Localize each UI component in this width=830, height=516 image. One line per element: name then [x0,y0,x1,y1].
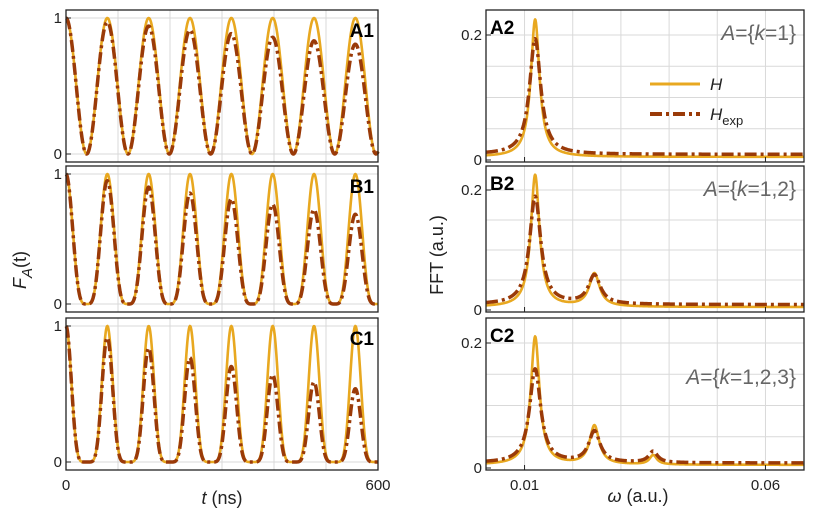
y-tick-label: 0 [474,152,482,169]
panel-c1: 0 1 0 600 C1 [54,317,391,494]
y-tick-label: 0.2 [461,182,482,199]
series-h-exp-line [484,367,806,465]
panel-b1: 0 1 B1 [54,165,380,313]
y-tick-label: 0.2 [461,335,482,352]
axes-frame [485,165,805,313]
panel-label: A2 [490,18,514,39]
right-xlabel: ω (a.u.) [607,486,668,506]
x-tick-label: 0 [62,477,70,494]
set-annotation: A={k=1,2,3} [684,366,796,389]
y-tick-label: 1 [54,318,62,335]
y-tick-label: 1 [54,166,62,183]
y-tick-label: 0 [474,460,482,477]
right-ylabel: FFT (a.u.) [427,215,447,295]
panel-c2: 0 0.2 0.01 0.06 C2 A={k=1,2,3} [461,317,806,494]
y-tick-label: 0 [54,454,62,471]
x-tick-label: 600 [365,477,390,494]
series-h-exp-line [64,16,380,156]
left-ylabel: FA(t) [10,251,36,289]
series-h-exp-line [484,194,806,307]
y-tick-label: 0.2 [461,27,482,44]
panel-label: C2 [490,326,514,347]
left-xlabel: t (ns) [201,488,242,508]
panel-label: B2 [490,174,514,195]
set-annotation: A={k=1} [719,22,796,45]
y-tick-label: 0 [474,302,482,319]
y-tick-label: 0 [54,146,62,163]
panel-label: C1 [350,329,375,350]
axes-frame [65,9,379,163]
series-h-exp-line [64,324,380,464]
legend: H Hexp [650,75,743,128]
y-tick-label: 0 [54,296,62,313]
legend-hexp-label: Hexp [710,105,743,128]
panel-label: A1 [350,21,375,42]
legend-h-label: H [710,75,723,94]
axes-frame [485,317,805,471]
panel-label: B1 [350,177,375,198]
panel-a1: 0 1 A1 [54,9,380,163]
series-h-exp-line [64,172,380,306]
axes-frame [65,165,379,313]
axes-frame [65,317,379,471]
y-tick-label: 1 [54,10,62,27]
axes-frame [485,9,805,163]
x-tick-label: 0.06 [751,477,780,494]
panel-b2: 0 0.2 B2 A={k=1,2} [461,165,806,319]
panel-a2: 0 0.2 A2 A={k=1} [461,9,806,169]
x-tick-label: 0.01 [510,477,539,494]
series-h-exp-line [484,37,806,157]
set-annotation: A={k=1,2} [702,178,796,201]
